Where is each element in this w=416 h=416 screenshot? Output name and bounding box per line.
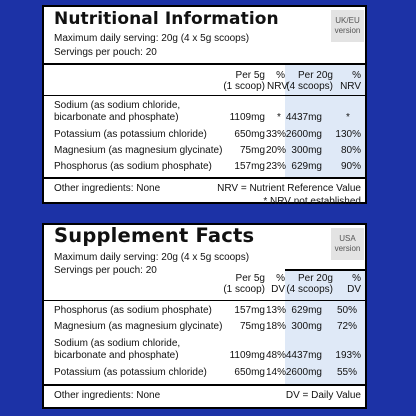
panel-title: Nutritional Information <box>54 9 279 29</box>
pct-dv-20g: 72% <box>336 321 357 332</box>
dv-definition: DV = Daily Value <box>285 390 361 401</box>
header-pct-nrv-20g: % NRV <box>340 70 361 92</box>
other-ingredients: Other ingredients: None <box>54 183 161 194</box>
amount-per-5g: 157mg <box>234 161 265 172</box>
other-ingredients: Other ingredients: None <box>54 390 161 401</box>
nutrient-name: Phosphorus (as sodium phosphate) <box>54 161 212 172</box>
divider <box>44 63 365 65</box>
pct-dv-20g: 50% <box>336 305 357 316</box>
divider <box>44 300 365 301</box>
header-pct-dv-20g: % DV <box>347 273 361 295</box>
header-per-20g: Per 20g (4 scoops) <box>286 70 333 92</box>
header-pct-dv-5g: % DV <box>271 273 285 295</box>
badge-line-2: version <box>334 244 361 253</box>
per-20g-column-highlight <box>285 65 365 177</box>
pct-dv-20g: 193% <box>335 350 361 361</box>
amount-per-20g: 629mg <box>291 161 322 172</box>
nutrient-name: Magnesium (as magnesium glycinate) <box>54 145 223 156</box>
pct-nrv-20g: 130% <box>335 129 361 140</box>
amount-per-20g: 629mg <box>291 305 322 316</box>
nutrient-name: Magnesium (as magnesium glycinate) <box>54 321 223 332</box>
amount-per-5g: 157mg <box>234 305 265 316</box>
amount-per-20g: 2600mg <box>285 129 322 140</box>
amount-per-20g: 4437mg <box>285 350 322 361</box>
divider-stub <box>285 269 365 271</box>
pct-nrv-5g: 20% <box>265 145 286 156</box>
divider <box>44 177 365 179</box>
amount-per-20g: 2600mg <box>285 367 322 378</box>
amount-per-5g: 650mg <box>234 129 265 140</box>
pct-nrv-20g: 80% <box>340 145 361 156</box>
nrv-not-established-note: * NRV not established <box>263 196 361 207</box>
panel-title: Supplement Facts <box>54 224 255 247</box>
pct-dv-5g: 48% <box>265 350 286 361</box>
divider <box>44 384 365 386</box>
supplement-facts-panel: Supplement Facts USA version Maximum dai… <box>42 223 367 409</box>
amount-per-5g: 1109mg <box>229 112 265 123</box>
nutrient-name: Phosphorus (as sodium phosphate) <box>54 305 212 316</box>
pct-dv-20g: 55% <box>336 367 357 378</box>
nutrient-name: Sodium (as sodium chloride, bicarbonate a… <box>54 100 181 123</box>
header-per-5g: Per 5g (1 scoop) <box>223 70 265 92</box>
per-20g-column-highlight <box>285 271 365 384</box>
pct-nrv-5g: * <box>277 112 281 123</box>
amount-per-5g: 1109mg <box>229 350 265 361</box>
badge-line-2: version <box>334 26 361 35</box>
servings-per-pouch: Servings per pouch: 20 <box>54 265 157 276</box>
pct-dv-5g: 14% <box>265 367 286 378</box>
servings-per-pouch: Servings per pouch: 20 <box>54 47 157 58</box>
region-badge: USA version <box>331 228 364 260</box>
nrv-definition: NRV = Nutrient Reference Value <box>217 183 361 194</box>
amount-per-20g: 4437mg <box>285 112 322 123</box>
amount-per-20g: 300mg <box>291 321 322 332</box>
badge-line-1: USA <box>339 234 356 243</box>
amount-per-5g: 75mg <box>239 321 265 332</box>
header-per-20g: Per 20g (4 scoops) <box>286 273 333 295</box>
amount-per-5g: 75mg <box>239 145 265 156</box>
pct-dv-5g: 18% <box>265 321 286 332</box>
amount-per-20g: 300mg <box>291 145 322 156</box>
divider <box>44 95 365 96</box>
pct-nrv-20g: 90% <box>340 161 361 172</box>
pct-nrv-20g: * <box>346 112 350 123</box>
pct-dv-5g: 13% <box>265 305 286 316</box>
region-badge: UK/EU version <box>331 10 364 42</box>
nutrient-name: Potassium (as potassium chloride) <box>54 129 207 140</box>
header-pct-nrv-5g: % NRV <box>267 70 288 92</box>
nutritional-information-panel: Nutritional Information UK/EU version Ma… <box>42 5 367 207</box>
pct-nrv-5g: 33% <box>265 129 286 140</box>
amount-per-5g: 650mg <box>234 367 265 378</box>
badge-line-1: UK/EU <box>335 16 360 25</box>
header-per-5g: Per 5g (1 scoop) <box>223 273 265 295</box>
serving-size: Maximum daily serving: 20g (4 x 5g scoop… <box>54 33 250 44</box>
nutrient-name: Sodium (as sodium chloride, bicarbonate a… <box>54 338 181 361</box>
pct-nrv-5g: 23% <box>265 161 286 172</box>
nutrient-name: Potassium (as potassium chloride) <box>54 367 207 378</box>
serving-size: Maximum daily serving: 20g (4 x 5g scoop… <box>54 252 250 263</box>
